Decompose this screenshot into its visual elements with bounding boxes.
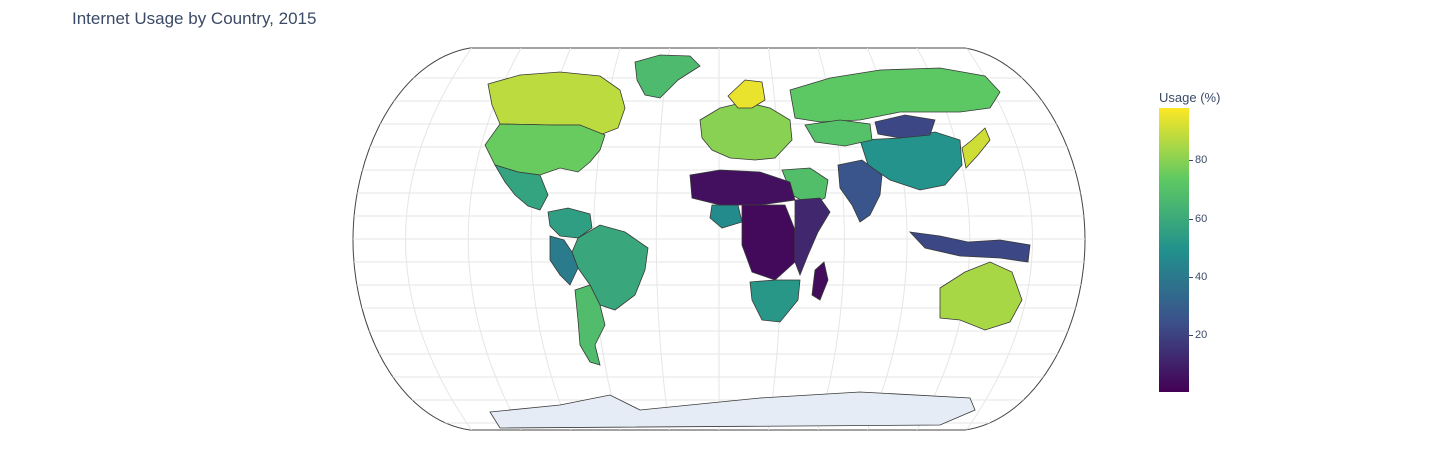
- antarctica-no-data: [489, 391, 976, 429]
- country-argentina[interactable]: [574, 284, 606, 366]
- country-japan[interactable]: [961, 127, 991, 169]
- chart-title: Internet Usage by Country, 2015: [72, 9, 317, 28]
- colorbar-tick-label: 60: [1195, 212, 1208, 225]
- colorbar-tick: [1189, 218, 1193, 220]
- country-central-africa[interactable]: [741, 204, 796, 281]
- country-colombia[interactable]: [547, 207, 593, 239]
- country-australia[interactable]: [939, 261, 1023, 331]
- colorbar-title: Usage (%): [1159, 90, 1221, 105]
- colorbar-tick-label: 80: [1195, 154, 1208, 167]
- country-russia[interactable]: [789, 67, 1001, 123]
- country-indonesia[interactable]: [908, 231, 1031, 263]
- country-scandinavia[interactable]: [727, 79, 766, 109]
- colorbar-tick-label: 40: [1195, 270, 1208, 283]
- country-madagascar[interactable]: [811, 261, 829, 301]
- country-peru[interactable]: [549, 235, 579, 286]
- country-kazakhstan[interactable]: [804, 119, 873, 147]
- country-south-africa[interactable]: [749, 279, 801, 323]
- countries[interactable]: [484, 54, 1031, 429]
- colorbar: [1159, 108, 1189, 392]
- country-greenland[interactable]: [634, 54, 701, 99]
- colorbar-tick: [1189, 276, 1193, 278]
- country-india[interactable]: [837, 159, 883, 223]
- country-mongolia[interactable]: [874, 114, 936, 139]
- colorbar-tick-label: 20: [1195, 329, 1208, 342]
- country-mexico[interactable]: [494, 164, 549, 211]
- country-east-africa[interactable]: [794, 197, 831, 277]
- colorbar-tick: [1189, 160, 1193, 162]
- colorbar-tick: [1189, 335, 1193, 337]
